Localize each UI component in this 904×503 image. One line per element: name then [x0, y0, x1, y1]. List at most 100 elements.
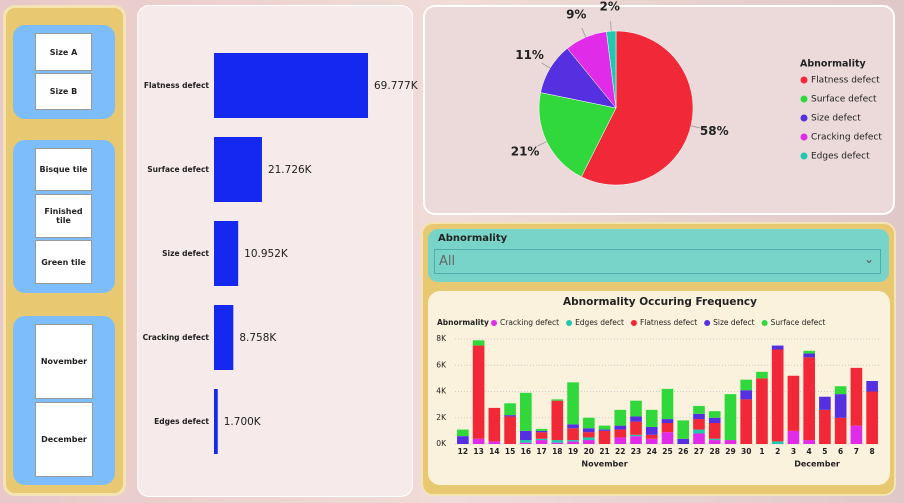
x-group-label: December	[794, 460, 840, 469]
x-tick-label: 19	[568, 447, 578, 456]
filter-label: Abnormality	[438, 233, 508, 244]
bar-segment	[551, 400, 564, 441]
x-tick-label: 27	[694, 447, 704, 456]
bar-segment	[645, 438, 658, 444]
bar-segment	[567, 428, 579, 441]
bar-segment	[803, 350, 815, 354]
bar-segment	[582, 417, 595, 429]
value-label: 10.952K	[244, 248, 289, 260]
bar-segment	[740, 399, 753, 444]
x-tick-label: 30	[741, 447, 751, 456]
category-label: Size defect	[162, 249, 209, 258]
bar-segment	[834, 386, 847, 395]
bar-segment	[520, 440, 532, 443]
bar-segment	[598, 429, 611, 431]
pie-label: 21%	[511, 145, 540, 159]
x-tick-label: 5	[822, 447, 827, 456]
legend-swatch	[800, 95, 808, 103]
y-tick-label: 8K	[436, 334, 447, 343]
bar-segment	[787, 430, 800, 444]
legend-swatch	[800, 133, 808, 141]
bar-segment	[614, 437, 627, 444]
x-tick-label: 15	[505, 447, 515, 456]
pie-label: 11%	[515, 48, 544, 62]
bar-segment	[551, 442, 564, 444]
slicer-button[interactable]: Size B	[35, 73, 92, 110]
value-label: 8.758K	[239, 332, 277, 344]
bar-segment	[457, 429, 469, 437]
bar	[214, 221, 239, 286]
bar-segment	[567, 440, 579, 442]
bar-segment	[630, 421, 642, 435]
bar-segment	[535, 432, 548, 439]
bar-segment	[504, 415, 516, 417]
slicer-button[interactable]: December	[35, 402, 93, 477]
bar-segment	[866, 381, 878, 392]
bar-segment	[520, 392, 532, 431]
category-label: Edges defect	[154, 417, 209, 426]
bar-segment	[535, 430, 548, 433]
legend-title: Abnormality	[800, 59, 866, 70]
bar-segment	[693, 433, 705, 444]
bar-segment	[740, 379, 753, 391]
slicer-button[interactable]: Finished tile	[35, 194, 92, 238]
bar-segment	[803, 353, 815, 358]
x-group-label: November	[581, 460, 627, 469]
x-tick-label: 17	[536, 447, 546, 456]
legend-swatch	[800, 114, 808, 122]
legend-swatch	[704, 320, 711, 326]
legend-label: Size defect	[811, 114, 861, 124]
bar-segment	[472, 340, 485, 346]
value-label: 69.777K	[374, 80, 419, 92]
bar-segment	[708, 411, 721, 418]
bar-segment	[708, 423, 721, 439]
bar-segment	[756, 371, 768, 379]
bar-segment	[834, 394, 847, 418]
legend-label: Cracking defect	[500, 318, 559, 327]
slicer-button[interactable]: Bisque tile	[35, 148, 92, 191]
bar-segment	[708, 440, 721, 444]
bar	[214, 389, 218, 454]
bar	[214, 305, 234, 370]
x-tick-label: 18	[552, 447, 562, 456]
bar-segment	[457, 436, 469, 444]
x-tick-label: 24	[647, 447, 657, 456]
chart-title: Abnormality Occuring Frequency	[563, 296, 757, 308]
bar-segment	[661, 432, 674, 444]
bar-segment	[520, 442, 532, 444]
bar-segment	[614, 409, 627, 426]
bar-segment	[850, 425, 863, 444]
x-tick-label: 13	[473, 447, 483, 456]
bar-segment	[661, 419, 674, 423]
bar-segment	[771, 345, 784, 350]
x-tick-label: 4	[807, 447, 812, 456]
legend-label: Size defect	[713, 318, 755, 327]
legend-swatch	[800, 152, 808, 160]
x-tick-label: 6	[838, 447, 843, 456]
x-tick-label: 22	[615, 447, 625, 456]
legend-label: Cracking defect	[811, 133, 882, 143]
bar-segment	[771, 349, 784, 442]
y-tick-label: 4K	[436, 387, 447, 396]
x-tick-label: 7	[854, 447, 859, 456]
slicer-button[interactable]: Green tile	[35, 240, 92, 284]
dropdown[interactable]: All ⌄	[434, 249, 881, 274]
slicer-button[interactable]: Size A	[35, 33, 92, 71]
bar-segment	[803, 440, 815, 444]
bar-segment	[771, 441, 784, 444]
x-tick-label: 21	[599, 447, 609, 456]
bar-segment	[630, 400, 642, 417]
bar-segment	[834, 417, 847, 444]
chevron: ⌄	[863, 252, 874, 266]
bar-segment	[582, 432, 595, 438]
pie-label: 2%	[600, 0, 620, 14]
bar-segment	[850, 367, 863, 426]
slicer-button[interactable]: November	[35, 324, 93, 399]
bar-segment	[488, 441, 501, 444]
leader-line	[690, 125, 701, 129]
bar-segment	[724, 440, 737, 444]
bar-segment	[488, 407, 501, 442]
bar-segment	[630, 436, 642, 444]
bar-segment	[693, 419, 705, 430]
